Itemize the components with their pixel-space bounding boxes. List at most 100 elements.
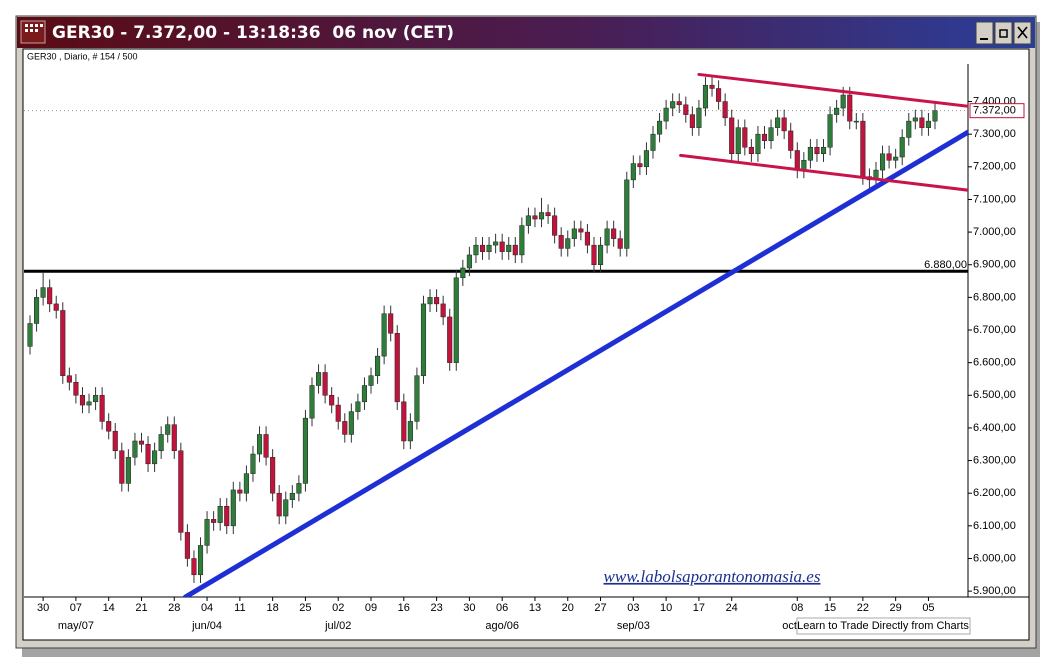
candle-body bbox=[263, 434, 269, 458]
candle-body bbox=[847, 94, 853, 122]
y-tick-label: 6.300,00 bbox=[973, 454, 1016, 466]
x-tick-label: 15 bbox=[824, 602, 836, 614]
candle-body bbox=[460, 267, 466, 279]
footer-box bbox=[796, 617, 971, 635]
candle-body bbox=[243, 473, 249, 494]
candle-body bbox=[820, 146, 827, 155]
candle-body bbox=[729, 117, 735, 155]
last-price-box bbox=[969, 103, 1025, 119]
candle-body bbox=[807, 146, 813, 161]
candle-body bbox=[224, 506, 230, 527]
y-tick-label: 7.300,00 bbox=[973, 128, 1016, 140]
candle-body bbox=[47, 287, 53, 305]
candle-body bbox=[689, 114, 695, 128]
y-tick-label: 6.500,00 bbox=[973, 389, 1016, 401]
candle-body bbox=[237, 489, 243, 494]
trend-line bbox=[182, 129, 968, 597]
plot-area bbox=[24, 72, 968, 597]
candle-body bbox=[886, 153, 892, 161]
candle-body bbox=[663, 107, 669, 122]
candle-body bbox=[709, 84, 715, 89]
title-bar bbox=[17, 17, 1035, 48]
candle-body bbox=[368, 375, 374, 386]
candle-body bbox=[342, 421, 348, 435]
candle-body bbox=[794, 150, 800, 171]
x-tick-label: 29 bbox=[890, 602, 902, 614]
y-tick-label: 6.600,00 bbox=[973, 357, 1016, 369]
candle-body bbox=[256, 434, 263, 455]
candle-body bbox=[381, 313, 387, 357]
candle-body bbox=[171, 424, 177, 452]
candle-body bbox=[893, 156, 899, 161]
x-tick-label: 05 bbox=[922, 602, 934, 614]
candle-body bbox=[230, 489, 236, 527]
candle-body bbox=[486, 244, 492, 252]
candle-body bbox=[394, 333, 400, 403]
candle-body bbox=[355, 401, 361, 412]
candle-body bbox=[99, 395, 105, 422]
x-tick-label: 30 bbox=[37, 602, 49, 614]
candle-body bbox=[657, 120, 663, 135]
x-tick-label: 10 bbox=[660, 602, 672, 614]
candle-body bbox=[834, 107, 840, 115]
candle-body bbox=[329, 395, 335, 406]
candle-body bbox=[578, 228, 584, 233]
y-tick-label: 6.900,00 bbox=[973, 259, 1016, 271]
candle-body bbox=[722, 101, 728, 119]
candle-body bbox=[401, 401, 407, 442]
month-label: ago/06 bbox=[485, 620, 519, 632]
candle-body bbox=[348, 411, 354, 435]
candle-body bbox=[427, 297, 433, 305]
candle-body bbox=[650, 133, 656, 151]
candle-body bbox=[316, 372, 322, 386]
x-tick-label: 08 bbox=[791, 602, 803, 614]
candle-body bbox=[624, 179, 630, 249]
candle-body bbox=[860, 120, 866, 177]
candle-body bbox=[670, 101, 676, 109]
footer-text: Learn to Trade Directly from Charts bbox=[797, 620, 969, 632]
candle-body bbox=[919, 117, 925, 128]
y-tick-label: 5.900,00 bbox=[973, 585, 1016, 597]
candle-body bbox=[512, 244, 518, 256]
candle-body bbox=[296, 483, 302, 494]
candle-body bbox=[879, 153, 886, 171]
candle-body bbox=[152, 450, 158, 465]
window-buttons[interactable] bbox=[975, 21, 1032, 45]
month-label: jun/04 bbox=[191, 620, 222, 632]
month-label: may/07 bbox=[58, 620, 94, 632]
window-title: GER30 - 7.372,00 - 13:18:36 06 nov (CET) bbox=[52, 23, 454, 43]
x-tick-label: 18 bbox=[267, 602, 279, 614]
candle-body bbox=[283, 499, 289, 517]
candle-body bbox=[506, 244, 512, 252]
month-label: jul/02 bbox=[324, 620, 351, 632]
candle-body bbox=[27, 323, 33, 347]
candle-body bbox=[519, 225, 525, 256]
x-tick-label: 24 bbox=[726, 602, 738, 614]
candle-body bbox=[388, 313, 394, 334]
close-icon bbox=[1017, 26, 1028, 39]
restore-button[interactable] bbox=[994, 21, 1013, 45]
candle-body bbox=[112, 430, 118, 452]
candle-body bbox=[466, 254, 472, 269]
candle-body bbox=[676, 101, 682, 106]
candle-body bbox=[932, 110, 938, 122]
candle-body bbox=[53, 303, 59, 311]
minimize-button[interactable] bbox=[975, 21, 994, 45]
candle-body bbox=[532, 215, 538, 220]
candle-body bbox=[66, 375, 72, 383]
y-tick-label: 6.700,00 bbox=[973, 324, 1016, 336]
candle-body bbox=[453, 277, 459, 363]
candle-body bbox=[755, 133, 761, 155]
x-tick-label: 16 bbox=[398, 602, 410, 614]
candle-body bbox=[335, 404, 341, 422]
candle-body bbox=[473, 244, 479, 256]
candle-body bbox=[434, 297, 440, 305]
candle-body bbox=[906, 120, 912, 138]
candle-body bbox=[525, 215, 531, 226]
candle-body bbox=[552, 215, 558, 236]
x-tick-label: 02 bbox=[332, 602, 344, 614]
candle-body bbox=[768, 127, 774, 141]
y-tick-label: 6.200,00 bbox=[973, 487, 1016, 499]
x-tick-label: 04 bbox=[201, 602, 213, 614]
